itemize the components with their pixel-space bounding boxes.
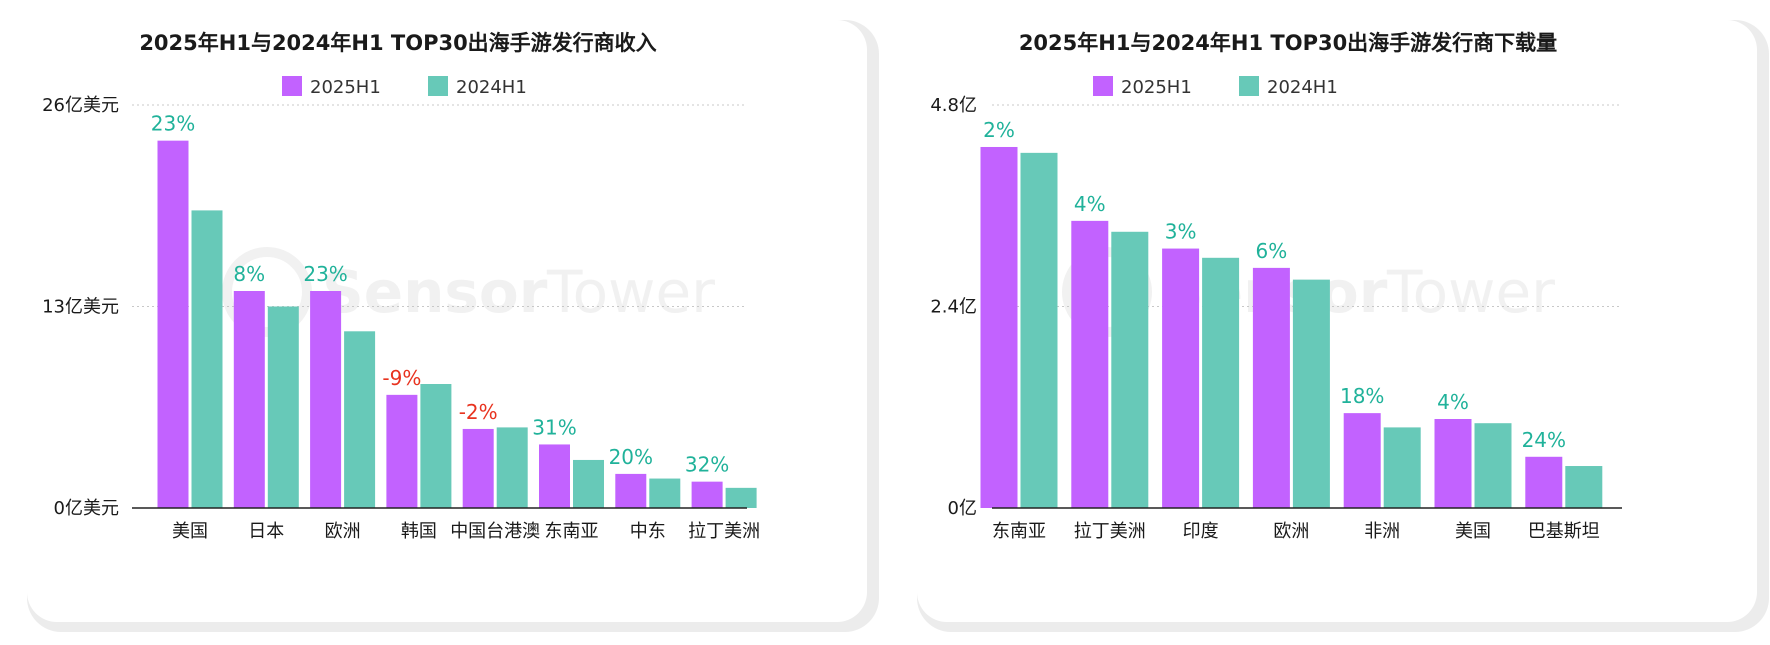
chart-title: 2025年H1与2024年H1 TOP30出海手游发行商下载量 (1019, 31, 1557, 55)
revenue-chart-card: Sensor Tower 2025年H1与2024年H1 TOP30出海手游发行商收… (27, 20, 867, 622)
legend-label: 2025H1 (310, 77, 381, 98)
x-category-label: 东南亚 (992, 521, 1046, 542)
bar-2024h1 (1202, 257, 1240, 508)
bar-2025h1 (1252, 267, 1290, 508)
legend-swatch (282, 76, 302, 96)
x-category-label: 美国 (1455, 521, 1491, 542)
growth-label: 2% (983, 118, 1015, 142)
bar-2024h1 (1292, 279, 1330, 508)
y-tick-label: 13亿美元 (42, 297, 119, 318)
bar-2025h1 (157, 140, 189, 508)
x-category-label: 美国 (172, 521, 208, 542)
bar-2024h1 (1474, 423, 1512, 508)
bar-2025h1 (980, 146, 1018, 508)
bar-2025h1 (1071, 220, 1109, 509)
growth-label: 4% (1437, 390, 1469, 414)
watermark-brand-bold: Sensor (322, 258, 548, 326)
growth-label: 6% (1256, 239, 1288, 263)
x-category-label: 中国台港澳 (450, 521, 540, 542)
bar-2025h1 (1162, 248, 1200, 508)
growth-label: 24% (1522, 428, 1566, 452)
bar-2024h1 (649, 478, 681, 508)
growth-label: 20% (609, 445, 653, 469)
watermark-brand-light: Tower (546, 258, 715, 326)
y-tick-label: 0亿 (948, 498, 977, 519)
growth-label: 3% (1165, 220, 1197, 244)
bar-2025h1 (615, 473, 647, 508)
x-category-label: 欧洲 (325, 521, 361, 542)
bar-2025h1 (386, 394, 418, 508)
x-category-label: 中东 (630, 521, 666, 542)
x-category-label: 日本 (248, 521, 284, 542)
bar-2025h1 (539, 444, 570, 508)
bar-2024h1 (1565, 466, 1603, 508)
bar-2024h1 (725, 487, 757, 508)
bar-2025h1 (691, 481, 723, 508)
y-tick-label: 26亿美元 (42, 95, 119, 116)
growth-label: 23% (303, 262, 347, 286)
growth-label: 18% (1340, 384, 1384, 408)
x-category-label: 拉丁美洲 (688, 521, 760, 542)
bar-2024h1 (344, 331, 376, 508)
bar-2025h1 (1434, 419, 1472, 508)
x-category-label: 韩国 (401, 521, 437, 542)
x-category-label: 印度 (1183, 521, 1219, 542)
growth-label: 32% (685, 453, 729, 477)
growth-label: -9% (382, 366, 421, 390)
growth-label: 23% (151, 112, 195, 136)
bar-2024h1 (1383, 427, 1421, 508)
revenue-bar-chart: Sensor Tower 2025年H1与2024年H1 TOP30出海手游发行商收… (42, 31, 760, 542)
bar-2025h1 (310, 291, 342, 508)
legend-label: 2024H1 (1267, 77, 1338, 98)
growth-label: 4% (1074, 192, 1106, 216)
legend-label: 2025H1 (1121, 77, 1192, 98)
bar-2024h1 (267, 306, 299, 508)
y-tick-label: 0亿美元 (54, 498, 119, 519)
bar-2024h1 (420, 384, 452, 508)
legend-swatch (428, 76, 448, 96)
legend-label: 2024H1 (456, 77, 527, 98)
bar-2025h1 (462, 428, 494, 508)
growth-label: -2% (459, 400, 498, 424)
bar-2024h1 (573, 459, 604, 508)
x-category-label: 拉丁美洲 (1074, 521, 1146, 542)
legend-swatch (1239, 76, 1259, 96)
bar-2025h1 (1343, 413, 1381, 508)
growth-label: 31% (532, 415, 576, 439)
bar-2024h1 (191, 210, 223, 508)
chart-title: 2025年H1与2024年H1 TOP30出海手游发行商收入 (139, 31, 656, 55)
y-tick-label: 4.8亿 (930, 95, 977, 116)
watermark-brand-light: Tower (1386, 258, 1555, 326)
bar-2025h1 (1525, 456, 1563, 508)
legend-swatch (1093, 76, 1113, 96)
watermark-logo-icon (222, 247, 312, 337)
bar-2024h1 (496, 427, 528, 508)
x-category-label: 巴基斯坦 (1528, 521, 1600, 542)
x-category-label: 欧洲 (1273, 521, 1309, 542)
bar-2024h1 (1020, 152, 1058, 508)
x-category-label: 非洲 (1364, 521, 1400, 542)
x-category-label: 东南亚 (545, 521, 599, 542)
y-tick-label: 2.4亿 (930, 297, 977, 318)
bar-2024h1 (1111, 231, 1149, 508)
bar-2025h1 (233, 291, 265, 508)
growth-label: 8% (233, 262, 265, 286)
